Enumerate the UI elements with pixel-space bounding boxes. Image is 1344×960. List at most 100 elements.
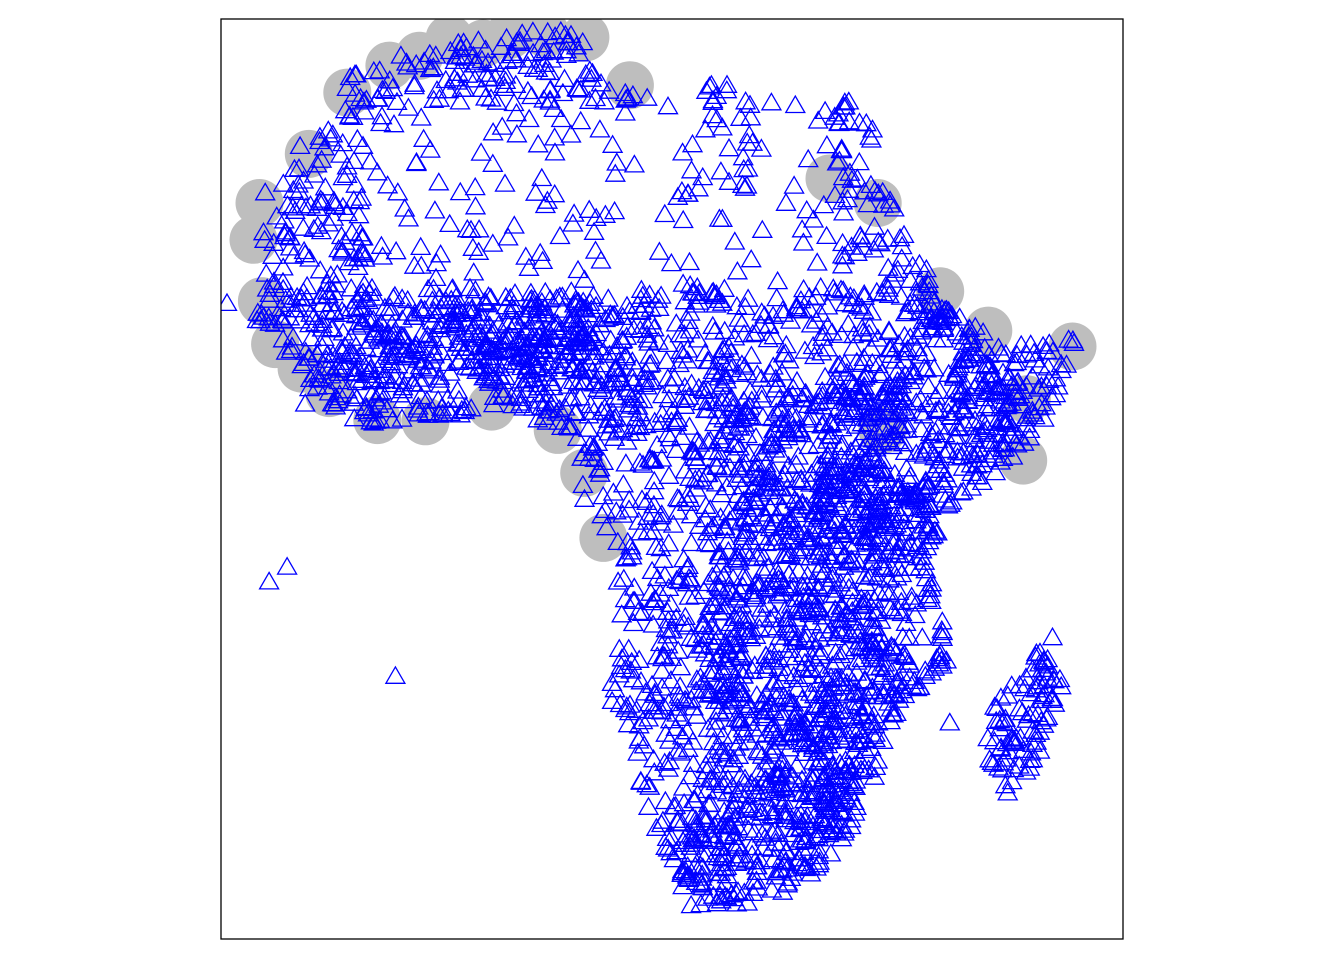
- data-point: [821, 655, 843, 674]
- data-point: [806, 252, 828, 271]
- data-point: [455, 323, 478, 343]
- data-point: [755, 683, 777, 702]
- data-point: [824, 536, 846, 556]
- data-point: [741, 806, 763, 825]
- data-point: [554, 24, 577, 44]
- data-point: [982, 444, 1005, 463]
- data-point: [643, 317, 665, 337]
- data-point: [757, 436, 780, 455]
- data-point: [370, 312, 392, 331]
- data-point: [962, 329, 984, 349]
- data-point: [680, 532, 703, 552]
- data-point: [376, 175, 399, 194]
- data-point: [831, 382, 853, 402]
- data-point: [626, 422, 648, 442]
- data-point: [888, 581, 910, 600]
- data-point: [591, 504, 613, 524]
- data-point: [832, 166, 854, 186]
- data-point: [765, 866, 787, 885]
- data-point: [438, 314, 461, 334]
- data-point: [363, 60, 385, 80]
- data-point: [494, 331, 517, 351]
- data-point: [667, 640, 689, 659]
- data-point: [891, 602, 913, 622]
- data-point: [860, 129, 883, 148]
- data-point: [960, 477, 983, 496]
- data-point: [708, 208, 731, 227]
- data-point: [881, 344, 903, 363]
- data-point: [371, 391, 393, 410]
- data-point: [705, 843, 727, 863]
- data-point: [923, 292, 945, 311]
- data-point: [671, 813, 693, 832]
- data-point: [333, 358, 356, 378]
- data-point: [591, 401, 613, 420]
- data-point: [785, 298, 807, 317]
- data-point: [877, 692, 900, 711]
- data-point: [881, 704, 904, 723]
- data-point: [307, 215, 329, 234]
- data-point: [834, 92, 856, 111]
- data-point: [731, 354, 753, 373]
- data-point: [824, 766, 846, 785]
- data-point: [484, 53, 506, 72]
- data-point: [809, 728, 831, 747]
- data-point: [537, 21, 559, 41]
- data-point: [313, 137, 336, 156]
- data-point: [320, 128, 342, 147]
- data-point: [666, 487, 689, 507]
- data-point: [905, 593, 928, 612]
- data-point: [776, 388, 798, 407]
- data-point: [616, 547, 638, 566]
- data-point: [650, 701, 673, 720]
- data-point: [654, 790, 677, 810]
- data-point: [800, 546, 822, 566]
- data-point: [645, 589, 667, 609]
- data-point: [804, 826, 826, 846]
- data-point: [797, 409, 820, 428]
- data-point: [783, 175, 805, 194]
- data-point: [1001, 675, 1023, 694]
- data-point: [834, 479, 856, 498]
- data-point: [642, 695, 664, 715]
- data-point: [808, 473, 831, 493]
- data-point: [743, 459, 765, 478]
- data-point: [934, 423, 956, 443]
- data-point: [796, 565, 819, 584]
- data-point: [665, 717, 687, 737]
- data-point: [830, 139, 852, 159]
- data-point: [718, 501, 740, 521]
- data-point: [862, 429, 884, 448]
- data-point: [693, 580, 715, 600]
- data-point: [585, 295, 607, 315]
- data-point: [671, 426, 693, 446]
- data-point: [646, 434, 668, 454]
- data-point: [657, 96, 679, 115]
- data-point: [523, 58, 545, 77]
- data-point: [570, 79, 592, 98]
- data-point: [714, 320, 736, 340]
- data-point: [861, 352, 883, 372]
- data-point: [516, 335, 538, 354]
- data-point: [742, 871, 764, 890]
- data-point: [818, 458, 840, 477]
- data-point: [404, 337, 426, 357]
- data-point: [825, 626, 847, 646]
- data-point: [658, 730, 681, 749]
- data-point: [895, 414, 918, 433]
- data-point: [621, 545, 643, 565]
- data-point: [527, 133, 549, 153]
- data-point: [917, 273, 939, 293]
- data-point: [926, 522, 948, 541]
- data-point: [849, 636, 872, 655]
- data-point: [910, 418, 932, 438]
- data-point: [469, 322, 492, 341]
- data-point: [429, 366, 451, 385]
- data-point: [505, 74, 527, 94]
- data-point: [350, 187, 373, 206]
- data-point: [677, 183, 699, 202]
- data-point: [978, 344, 1001, 363]
- data-point: [915, 470, 937, 489]
- data-point: [912, 310, 934, 330]
- data-point: [729, 107, 752, 126]
